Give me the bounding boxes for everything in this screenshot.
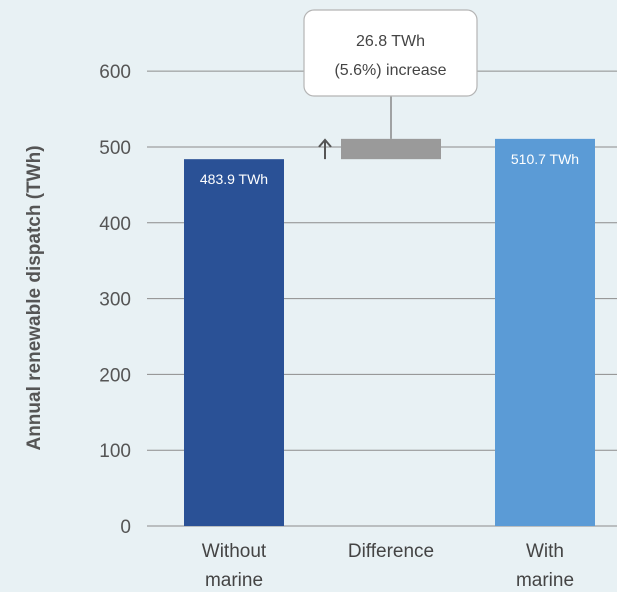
category-label-1-0: Difference: [348, 541, 434, 562]
y-tick-label-0: 0: [120, 517, 131, 538]
callout-box: [303, 9, 478, 97]
category-label-0-0: Without: [202, 541, 267, 562]
bar-0: [184, 159, 284, 526]
bar-1: [341, 138, 441, 160]
callout-line-1: 26.8 TWh: [356, 33, 425, 50]
category-label-0-1: marine: [205, 570, 263, 591]
bar-value-label-0: 483.9 TWh: [200, 171, 268, 187]
increase-arrow-icon: [318, 138, 332, 160]
y-tick-label-500: 500: [99, 138, 131, 159]
callout-line-2: (5.6%) increase: [334, 62, 446, 79]
bar-2: [495, 138, 595, 526]
bars: 483.9 TWh 510.7 TWh: [184, 138, 595, 526]
y-tick-label-200: 200: [99, 365, 131, 386]
y-axis-label: Annual renewable dispatch (TWh): [24, 145, 45, 450]
category-label-2-1: marine: [516, 570, 574, 591]
y-tick-label-400: 400: [99, 214, 131, 235]
category-labels: Without marine Difference With marine: [202, 541, 574, 591]
difference-callout: 26.8 TWh (5.6%) increase: [303, 9, 478, 160]
category-label-2-0: With: [526, 541, 564, 562]
y-tick-label-600: 600: [99, 62, 131, 83]
y-axis-ticks: 0 100 200 300 400 500 600: [99, 62, 131, 538]
y-tick-label-100: 100: [99, 441, 131, 462]
bar-value-label-2: 510.7 TWh: [511, 151, 579, 167]
y-tick-label-300: 300: [99, 290, 131, 311]
